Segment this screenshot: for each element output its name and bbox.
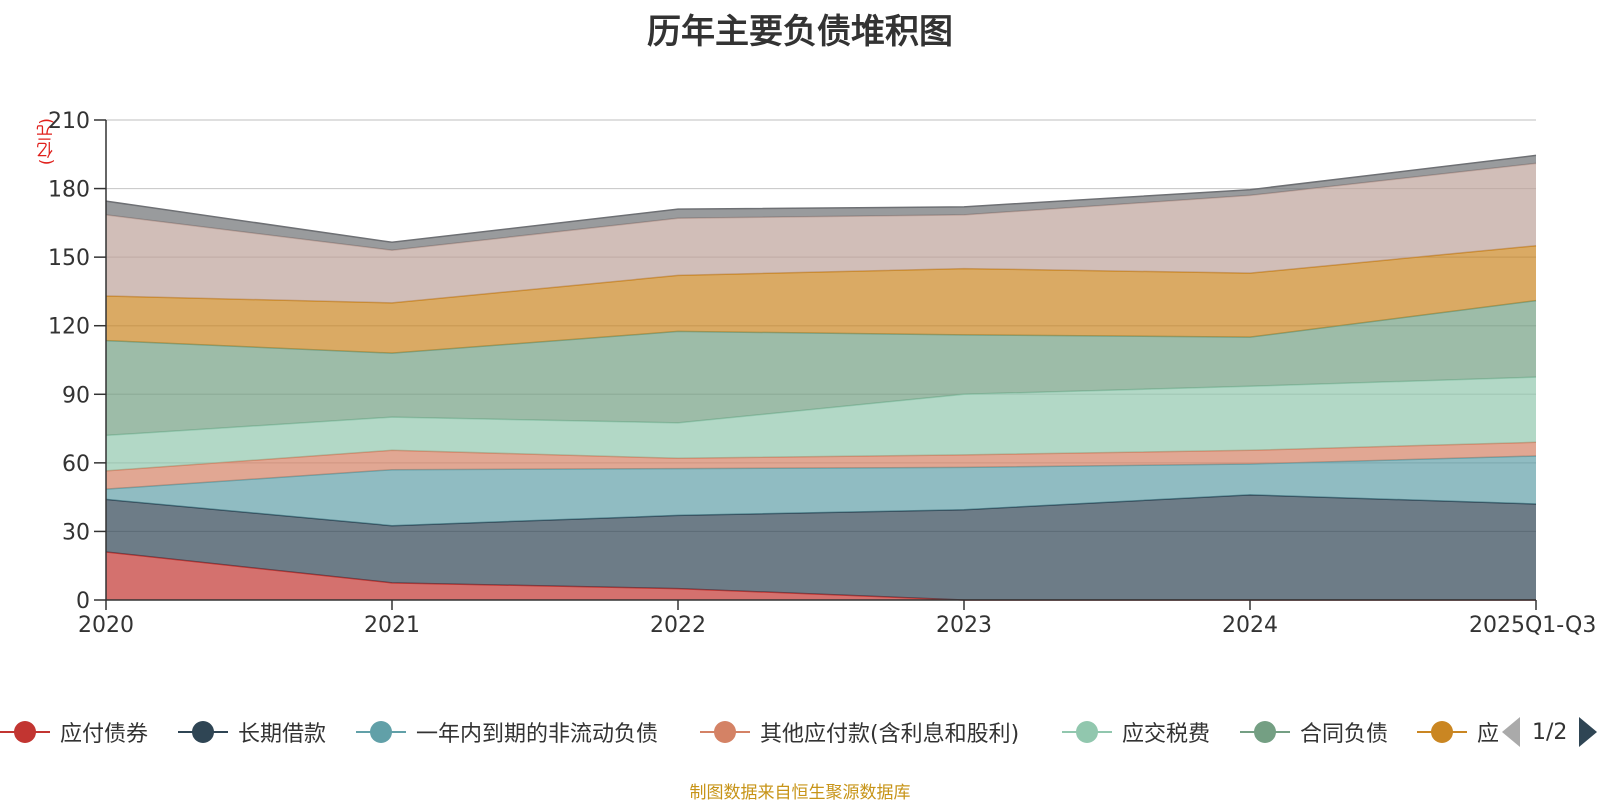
legend-item-2[interactable]: 一年内到期的非流动负债	[356, 712, 658, 752]
axes: 0 30 60 90 120 150 180 210 2020 2021 2022 2023 2024 2…	[48, 109, 1596, 638]
x-tick-label: 2023	[936, 613, 992, 638]
y-tick-label: 120	[48, 315, 90, 340]
legend-label: 应付债券	[60, 722, 149, 747]
area-top-line-8	[105, 154, 1537, 244]
x-tick-label: 2021	[364, 613, 420, 638]
x-tick-label: 2024	[1222, 613, 1278, 638]
legend-item-6[interactable]: 应付账款	[1417, 712, 1500, 752]
legend-marker-icon	[1417, 717, 1467, 747]
x-tick-label: 2020	[78, 613, 134, 638]
chart-title: 历年主要负债堆积图	[647, 12, 953, 52]
legend-item-4[interactable]: 应交税费	[1062, 712, 1210, 752]
y-tick-label: 90	[62, 383, 90, 408]
legend-marker-icon	[1062, 717, 1112, 747]
legend-page-indicator: 1/2	[1532, 719, 1568, 745]
legend-next-page-icon[interactable]	[1579, 717, 1598, 747]
area-series	[105, 154, 1537, 601]
legend: 应付债券 长期借款 一年内到期的非流动负债 其他应付款(含利息和股利) 应交税费 合同负债…	[0, 712, 1500, 752]
x-tick-label: 2022	[650, 613, 706, 638]
legend-label: 应交税费	[1122, 722, 1211, 747]
area-series-4[interactable]	[106, 377, 1536, 471]
y-tick-label: 180	[48, 178, 90, 203]
legend-label: 合同负债	[1300, 722, 1389, 747]
legend-marker-icon	[0, 717, 50, 747]
legend-label: 一年内到期的非流动负债	[416, 722, 659, 747]
legend-item-1[interactable]: 长期借款	[178, 712, 326, 752]
area-series-7[interactable]	[106, 163, 1536, 303]
stacked-area-chart: 0 30 60 90 120 150 180 210 2020 2021 2022 2023 2024 2…	[48, 109, 1596, 638]
y-tick-label: 210	[48, 109, 90, 134]
area-series-1[interactable]	[106, 494, 1536, 600]
legend-marker-icon	[178, 717, 228, 747]
y-tick-label: 0	[76, 589, 90, 614]
legend-label: 应付账款	[1477, 722, 1500, 747]
y-tick-label: 60	[62, 452, 90, 477]
legend-label: 长期借款	[238, 722, 327, 747]
y-tick-label: 30	[62, 520, 90, 545]
legend-pager: 1/2	[1500, 712, 1600, 752]
area-series-5[interactable]	[106, 300, 1536, 436]
area-series-0[interactable]	[106, 552, 1536, 600]
legend-label: 其他应付款(含利息和股利)	[760, 722, 1020, 747]
legend-item-5[interactable]: 合同负债	[1240, 712, 1388, 752]
area-series-2[interactable]	[106, 456, 1536, 526]
source-note: 制图数据来自恒生聚源数据库	[689, 783, 911, 803]
area-series-3[interactable]	[106, 442, 1536, 490]
legend-item-3[interactable]: 其他应付款(含利息和股利)	[700, 712, 1019, 752]
legend-marker-icon	[1240, 717, 1290, 747]
legend-marker-icon	[356, 717, 406, 747]
y-tick-label: 150	[48, 246, 90, 271]
legend-item-0[interactable]: 应付债券	[0, 712, 148, 752]
legend-prev-page-icon[interactable]	[1502, 717, 1520, 747]
x-tick-label: 2025Q1-Q3	[1469, 613, 1596, 638]
legend-marker-icon	[700, 717, 750, 747]
